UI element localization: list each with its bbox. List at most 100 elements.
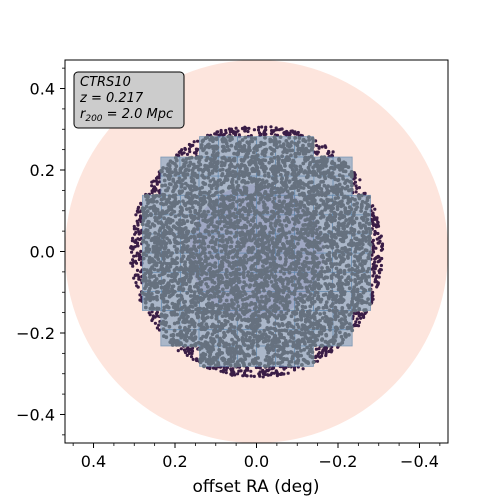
data-point: [219, 182, 224, 187]
data-point: [207, 164, 212, 169]
data-point: [322, 311, 327, 316]
data-point: [160, 192, 165, 197]
data-point: [135, 219, 139, 223]
data-point: [318, 216, 323, 220]
data-point: [188, 247, 192, 252]
data-point: [198, 357, 202, 362]
data-point: [193, 171, 197, 176]
data-point: [208, 202, 213, 207]
data-point: [305, 279, 310, 284]
data-point: [340, 306, 345, 310]
data-point: [155, 199, 159, 204]
data-point: [263, 180, 267, 185]
data-point: [195, 227, 200, 231]
data-point: [258, 330, 262, 334]
data-point: [241, 374, 245, 378]
data-point: [296, 132, 300, 136]
data-point: [244, 224, 249, 229]
data-point: [232, 302, 236, 306]
data-point: [291, 291, 296, 296]
data-point: [214, 288, 219, 292]
data-point: [287, 211, 291, 216]
data-point: [324, 202, 329, 207]
data-point: [221, 139, 225, 144]
data-point: [234, 152, 239, 156]
data-point: [293, 297, 298, 302]
data-point: [367, 221, 372, 226]
data-point: [247, 362, 252, 367]
data-point: [148, 286, 152, 291]
data-point: [282, 357, 287, 362]
data-point: [257, 125, 261, 129]
data-point: [311, 259, 315, 264]
data-point: [184, 214, 189, 219]
data-point: [335, 314, 340, 319]
data-point: [157, 228, 162, 233]
data-point: [196, 216, 201, 221]
data-point: [312, 215, 316, 220]
data-point: [274, 174, 278, 179]
data-point: [162, 267, 167, 272]
data-point: [177, 150, 181, 154]
data-point: [336, 195, 340, 200]
data-point: [234, 230, 239, 235]
data-point: [194, 307, 199, 312]
data-point: [215, 334, 219, 339]
data-point: [301, 294, 305, 298]
data-point: [338, 342, 342, 347]
data-point: [262, 217, 267, 222]
data-point: [232, 340, 237, 345]
data-point: [156, 257, 161, 261]
data-point: [211, 139, 215, 144]
data-point: [280, 176, 284, 181]
data-point: [152, 179, 156, 183]
data-point: [258, 374, 262, 378]
data-point: [324, 349, 328, 353]
data-point: [324, 300, 329, 304]
data-point: [232, 130, 236, 134]
data-point: [255, 179, 260, 184]
data-point: [221, 256, 226, 261]
data-point: [226, 186, 231, 190]
data-point: [230, 266, 235, 271]
data-point: [232, 158, 237, 163]
data-point: [373, 223, 377, 227]
data-point: [226, 134, 231, 139]
data-point: [251, 330, 256, 335]
data-point: [281, 316, 286, 321]
data-point: [322, 226, 327, 231]
data-point: [211, 235, 215, 240]
data-point: [352, 259, 357, 264]
data-point: [329, 274, 334, 279]
data-point: [212, 146, 217, 151]
data-point: [321, 306, 326, 310]
data-point: [212, 150, 216, 154]
data-point: [165, 236, 169, 241]
data-point: [208, 138, 213, 142]
data-point: [319, 190, 324, 195]
data-point: [294, 267, 298, 272]
data-point: [233, 165, 238, 170]
data-point: [167, 182, 172, 186]
data-point: [175, 320, 180, 325]
data-point: [173, 225, 178, 230]
data-point: [185, 219, 190, 224]
data-point: [174, 267, 179, 271]
data-point: [308, 347, 313, 352]
data-point: [153, 231, 158, 235]
footprint-galaxy-points: [140, 134, 373, 369]
data-point: [216, 360, 221, 365]
data-point: [166, 230, 171, 235]
data-point: [170, 257, 175, 262]
data-point: [253, 223, 258, 227]
data-point: [311, 187, 316, 191]
data-point: [169, 338, 174, 342]
data-point: [321, 202, 326, 206]
data-point: [272, 262, 277, 267]
data-point: [252, 374, 256, 378]
data-point: [266, 327, 270, 332]
data-point: [365, 269, 370, 274]
data-point: [252, 306, 257, 311]
data-point: [299, 298, 303, 303]
data-point: [141, 218, 146, 223]
